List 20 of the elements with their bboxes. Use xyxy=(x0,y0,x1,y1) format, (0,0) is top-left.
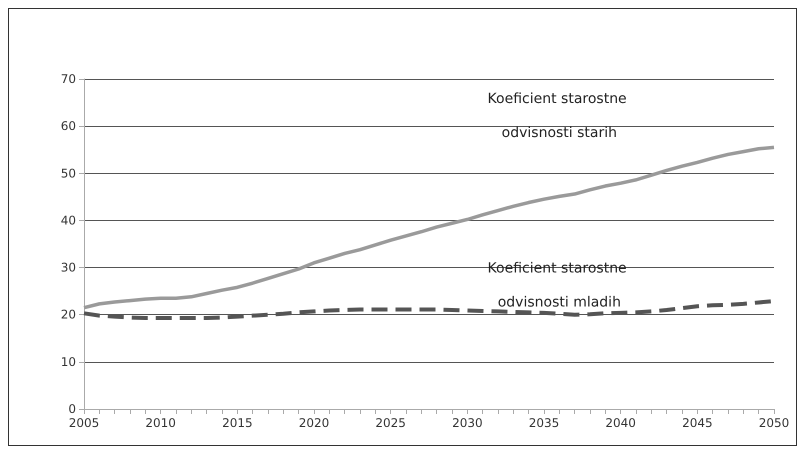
line-series xyxy=(82,146,776,310)
y-tick-label: 40 xyxy=(60,213,76,228)
x-tick-label: 2035 xyxy=(528,416,560,430)
x-tick-label: 2015 xyxy=(222,416,253,430)
y-tick-label: 0 xyxy=(68,402,76,416)
y-tick-label: 50 xyxy=(60,166,76,180)
y-tick-label: 20 xyxy=(60,308,76,322)
text: Koeficient starostne odvisnosti starih xyxy=(488,91,627,142)
x-tick-label: 2005 xyxy=(68,416,100,430)
y-tick-label: 10 xyxy=(60,354,76,369)
y-tick-label: 70 xyxy=(60,72,76,86)
x-tick-label: 2010 xyxy=(145,416,176,430)
x-tick-label: 2050 xyxy=(758,416,790,430)
x-tick-label: 2045 xyxy=(682,416,713,430)
x-tick-label: 2025 xyxy=(375,416,406,430)
y-tick-label: 60 xyxy=(60,119,76,134)
x-tick-label: 2040 xyxy=(605,416,636,430)
x-tick-label: 2030 xyxy=(452,416,483,430)
x-tick-label: 2020 xyxy=(298,416,330,430)
y-tick-label: 30 xyxy=(60,260,76,275)
